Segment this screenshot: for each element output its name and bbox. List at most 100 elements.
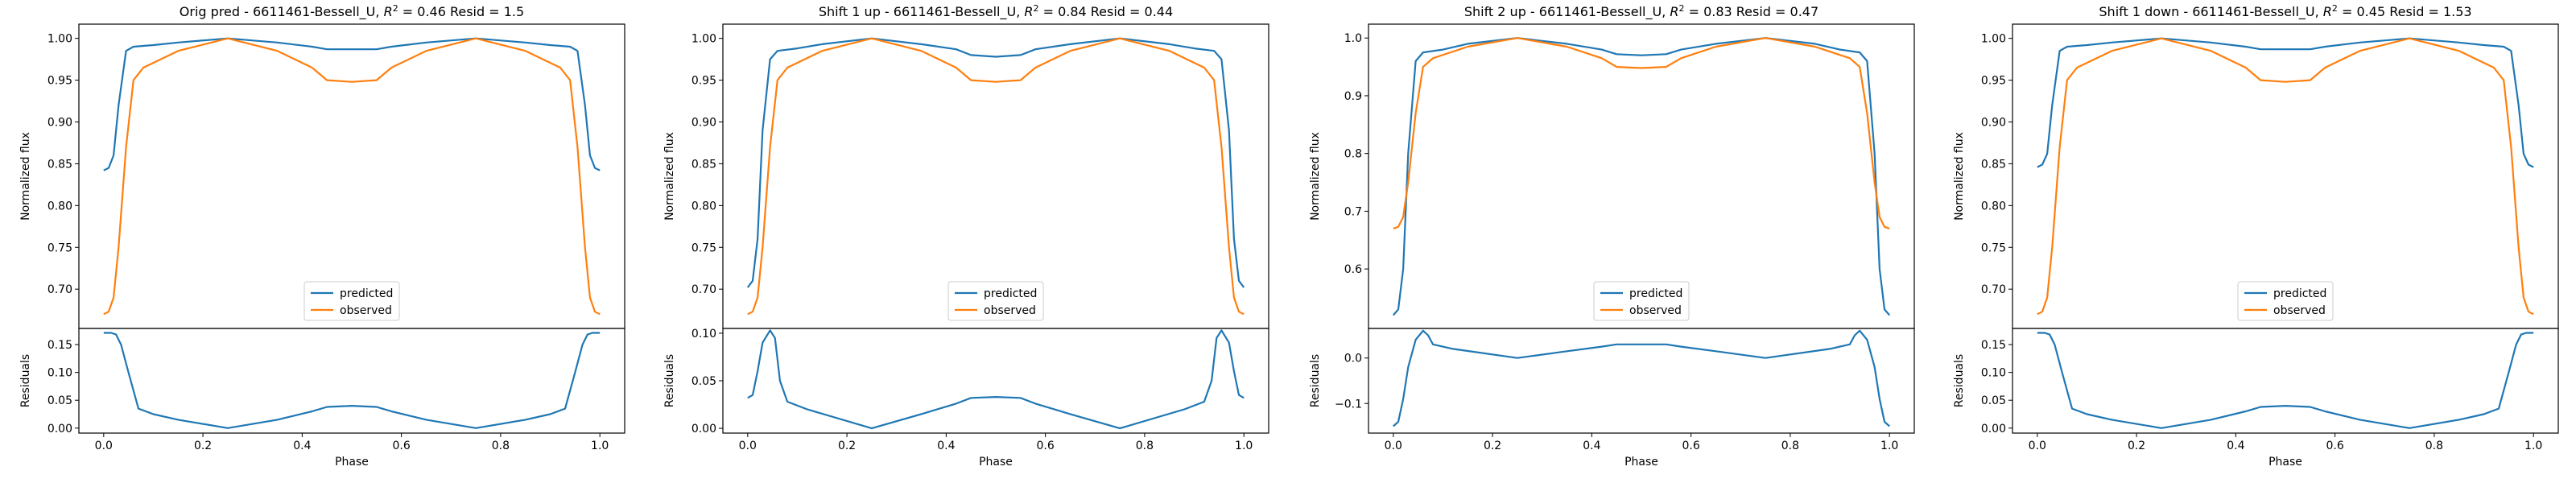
title-r2-exponent: 2 <box>393 3 398 14</box>
residual-line <box>747 329 1245 430</box>
title-r2-value: = 0.45 <box>2338 4 2385 19</box>
series-line-observed <box>2037 37 2534 316</box>
chart-title: Orig pred - 6611461-Bessell_U, R2 = 0.46… <box>180 3 524 20</box>
resid-y-tick-label: −0.1 <box>1335 398 1362 411</box>
residual-line <box>1393 329 1890 427</box>
x-tick-label: 0.2 <box>2128 440 2145 452</box>
x-tick-label: 0.6 <box>2326 440 2344 452</box>
y-tick-label: 0.75 <box>1981 242 2006 254</box>
resid-y-tick-label: 0.05 <box>1981 394 2006 407</box>
title-r2-exponent: 2 <box>2332 3 2338 14</box>
y-tick-label: 0.80 <box>47 200 72 213</box>
y-tick-label: 1.00 <box>47 33 72 46</box>
resid-y-tick-label: 0.05 <box>47 394 72 407</box>
series-line-predicted <box>2037 37 2534 168</box>
y-tick-label: 0.85 <box>1981 158 2006 171</box>
x-tick-label: 0.2 <box>1484 440 1501 452</box>
y-axis-label: Normalized flux <box>1953 132 1966 221</box>
x-tick-label: 0.6 <box>393 440 411 452</box>
legend-label-predicted: predicted <box>1629 287 1682 300</box>
residual-line <box>2037 332 2534 429</box>
y-axis-label: Normalized flux <box>19 132 32 221</box>
title-suffix: Resid = 0.44 <box>1087 4 1173 19</box>
y-tick-label: 0.7 <box>1344 205 1362 218</box>
x-tick-label: 1.0 <box>1235 440 1253 452</box>
y-tick-label: 0.70 <box>1981 283 2006 296</box>
y-tick-label: 1.00 <box>1981 33 2006 46</box>
residual-plot-frame <box>78 328 625 434</box>
y-tick-label: 1.00 <box>691 33 716 46</box>
resid-y-tick-label: 0.0 <box>1344 353 1362 365</box>
x-tick-label: 0.0 <box>739 440 757 452</box>
x-tick-label: 0.8 <box>1781 440 1799 452</box>
series-line-predicted <box>103 37 601 171</box>
legend-label-observed: observed <box>340 304 392 317</box>
resid-y-tick-label: 0.00 <box>47 423 72 436</box>
y-tick-label: 0.70 <box>691 283 716 296</box>
series-line-predicted <box>746 37 1245 288</box>
legend-label-predicted: predicted <box>2273 287 2326 300</box>
chart-title: Shift 1 down - 6611461-Bessell_U, R2 = 0… <box>2099 3 2471 20</box>
y-tick-label: 0.80 <box>1981 200 2006 213</box>
x-tick-label: 0.8 <box>1136 440 1154 452</box>
legend: predicted observed <box>2237 281 2334 321</box>
residual-plot-frame <box>722 328 1269 434</box>
y-tick-label: 0.90 <box>47 117 72 130</box>
y-tick-label: 0.90 <box>1981 117 2006 130</box>
series-line-observed <box>103 37 601 316</box>
legend: predicted observed <box>303 281 400 321</box>
legend-label-predicted: predicted <box>984 287 1037 300</box>
legend: predicted observed <box>947 281 1044 321</box>
y-tick-label: 0.95 <box>1981 75 2006 88</box>
legend-label-observed: observed <box>2273 304 2326 317</box>
x-tick-label: 0.0 <box>95 440 113 452</box>
x-tick-label: 0.0 <box>2029 440 2046 452</box>
x-tick-label: 0.6 <box>1037 440 1055 452</box>
y-tick-label: 0.85 <box>47 158 72 171</box>
chart-title: Shift 1 up - 6611461-Bessell_U, R2 = 0.8… <box>819 3 1173 20</box>
title-prefix: Orig pred - 6611461-Bessell_U, <box>180 4 384 20</box>
chart-panel-1: Orig pred - 6611461-Bessell_U, R2 = 0.46… <box>19 3 625 469</box>
title-suffix: Resid = 1.5 <box>446 4 524 19</box>
legend-label-observed: observed <box>984 304 1036 317</box>
title-r2-exponent: 2 <box>1033 3 1038 14</box>
y-tick-label: 0.75 <box>691 242 716 254</box>
y-axis-label: Normalized flux <box>1309 132 1322 221</box>
title-r2-symbol: R <box>1024 4 1033 19</box>
title-prefix: Shift 1 up - 6611461-Bessell_U, <box>819 4 1025 20</box>
x-tick-label: 0.4 <box>2227 440 2244 452</box>
y-tick-label: 0.9 <box>1344 90 1362 103</box>
resid-y-tick-label: 0.15 <box>1981 339 2006 352</box>
x-tick-label: 0.8 <box>2425 440 2443 452</box>
chart-panel-4: Shift 1 down - 6611461-Bessell_U, R2 = 0… <box>1953 3 2559 469</box>
y-tick-label: 0.75 <box>47 242 72 254</box>
residual-line <box>103 332 601 429</box>
x-tick-label: 0.0 <box>1385 440 1402 452</box>
y-tick-label: 0.85 <box>691 158 716 171</box>
resid-y-axis-label: Residuals <box>1309 354 1322 407</box>
title-r2-value: = 0.83 <box>1684 4 1732 19</box>
legend-label-predicted: predicted <box>340 287 393 300</box>
chart-panel-2: Shift 1 up - 6611461-Bessell_U, R2 = 0.8… <box>663 3 1269 469</box>
title-prefix: Shift 1 down - 6611461-Bessell_U, <box>2099 4 2322 20</box>
resid-y-axis-label: Residuals <box>1953 354 1966 407</box>
x-axis-label: Phase <box>2268 456 2302 469</box>
resid-y-axis-label: Residuals <box>663 354 676 407</box>
y-tick-label: 0.95 <box>47 75 72 88</box>
x-tick-label: 0.4 <box>293 440 311 452</box>
x-tick-label: 0.2 <box>194 440 212 452</box>
title-suffix: Resid = 0.47 <box>1732 4 1818 19</box>
y-tick-label: 0.80 <box>691 200 716 213</box>
y-axis-label: Normalized flux <box>663 132 676 221</box>
x-tick-label: 1.0 <box>2524 440 2542 452</box>
x-axis-label: Phase <box>979 456 1013 469</box>
y-tick-label: 0.95 <box>691 75 716 88</box>
x-tick-label: 1.0 <box>1880 440 1898 452</box>
resid-y-tick-label: 0.00 <box>1981 423 2006 436</box>
series-line-predicted <box>1392 37 1891 316</box>
title-r2-symbol: R <box>2323 4 2332 19</box>
title-r2-symbol: R <box>384 4 393 19</box>
title-suffix: Resid = 1.53 <box>2385 4 2471 19</box>
residual-plot-frame <box>1368 328 1915 434</box>
resid-y-axis-label: Residuals <box>19 354 32 407</box>
